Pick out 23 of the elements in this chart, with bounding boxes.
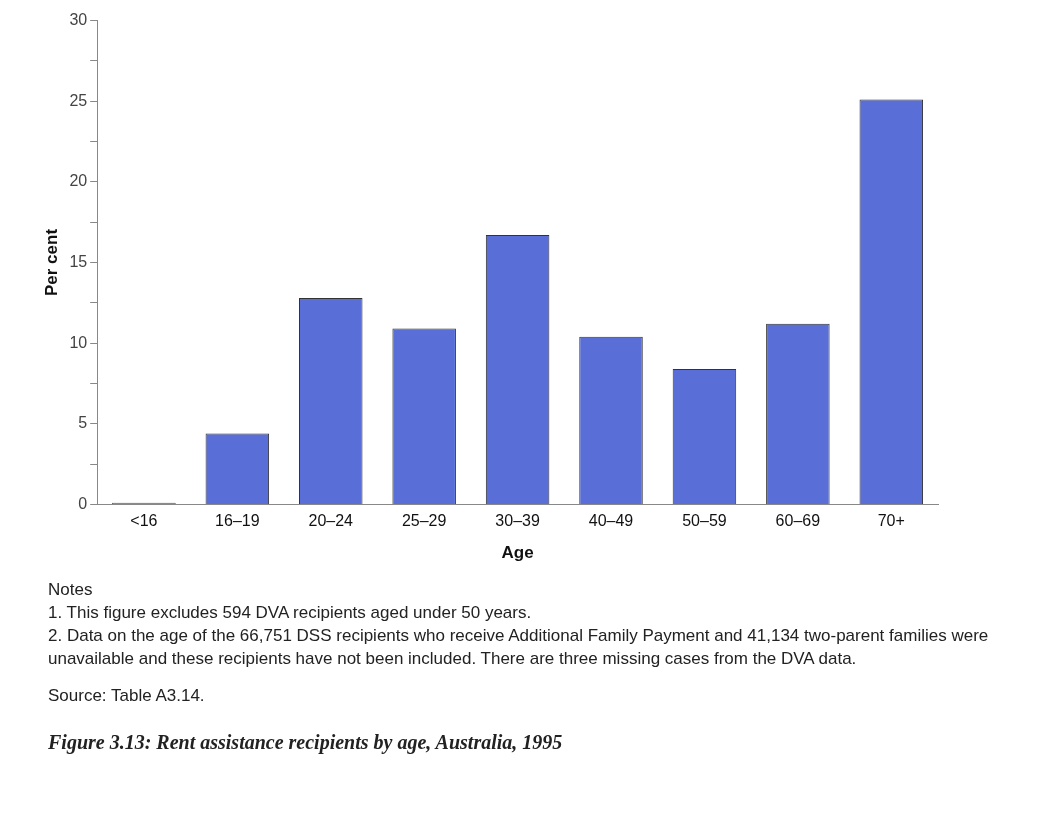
x-tick-label: 60–69 bbox=[775, 512, 821, 530]
text: 1. This figure excludes 594 DVA recipients aged under 50 years. bbox=[48, 602, 533, 624]
x-tick-label: 25–29 bbox=[401, 512, 447, 530]
text: Figure 3.13: Rent assistance recipients by age, Australia, 1995 bbox=[48, 731, 564, 754]
y-tick-label: 0 bbox=[78, 494, 88, 512]
y-axis-title: Per cent bbox=[41, 228, 61, 297]
x-tick-label: 50–59 bbox=[682, 512, 727, 530]
x-tick-label: 16–19 bbox=[215, 512, 260, 530]
x-tick-label: 20–24 bbox=[308, 512, 354, 530]
x-tick-label: 70+ bbox=[877, 512, 905, 530]
y-tick-label: 20 bbox=[69, 172, 88, 190]
y-tick-label: 25 bbox=[69, 91, 88, 109]
text: 2. Data on the age of the 66,751 DSS recipients who receive Additional Family Payment and 41,134 two-parent families were unavailable and these recipients have not been included. There are three missing cases from the DVA data. bbox=[48, 625, 990, 670]
y-tick-label: 15 bbox=[69, 252, 88, 270]
y-tick-label: 5 bbox=[78, 414, 88, 432]
x-tick-label: <16 bbox=[130, 512, 158, 530]
source-note: Source: Table A3.14. bbox=[48, 685, 206, 707]
x-tick-label: 30–39 bbox=[495, 512, 540, 530]
y-tick-label: 30 bbox=[69, 11, 88, 29]
y-tick-label: 10 bbox=[69, 333, 88, 351]
text: Notes bbox=[48, 579, 94, 601]
x-tick-label: 40–49 bbox=[588, 512, 634, 530]
x-axis-title: Age bbox=[501, 543, 534, 563]
